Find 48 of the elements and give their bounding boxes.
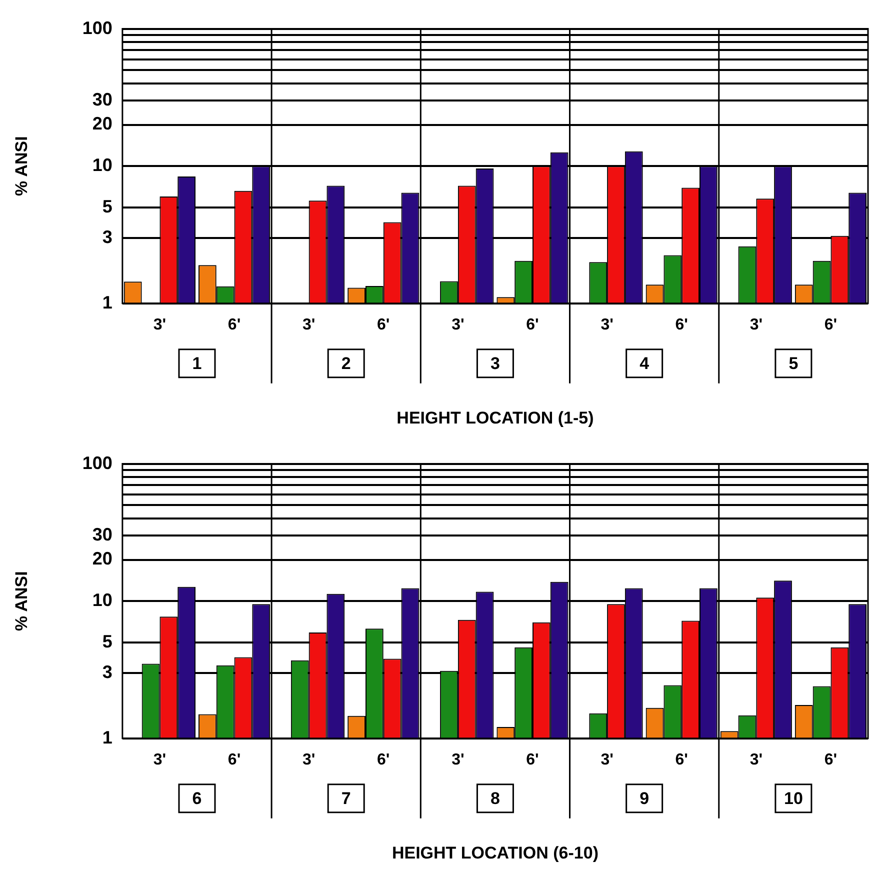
text: 3 (490, 354, 500, 374)
x-tick-label: 3' (750, 316, 763, 334)
text: 6 (192, 789, 202, 808)
x-tick-label: 3' (750, 751, 763, 768)
y-tick-label: 30 (92, 90, 112, 110)
x-tick-label: 6' (228, 316, 241, 334)
x-tick-label: 3' (452, 751, 464, 768)
y-axis-title: % ANSI (12, 571, 31, 632)
x-tick-label: 3' (153, 751, 166, 768)
x-tick-label: 6' (377, 751, 390, 768)
text: 7 (341, 789, 351, 808)
x-tick-label: 6' (824, 316, 838, 334)
y-tick-label: 30 (92, 524, 112, 545)
x-tick-label: 3' (600, 316, 614, 334)
y-tick-label: 20 (92, 114, 112, 134)
text: 2 (341, 354, 351, 374)
x-tick-label: 3' (302, 316, 316, 334)
x-tick-label: 6' (526, 316, 539, 334)
x-axis-title: HEIGHT LOCATION (6-10) (392, 843, 598, 862)
y-tick-label: 10 (92, 590, 112, 610)
text: 4 (640, 354, 650, 374)
y-tick-label: 100 (82, 452, 112, 473)
x-tick-label: 3' (600, 751, 614, 768)
x-tick-label: 6' (675, 316, 688, 334)
text: 8 (490, 789, 500, 808)
x-tick-label: 6' (675, 751, 688, 768)
x-tick-label: 3' (153, 316, 166, 334)
y-tick-label: 5 (102, 196, 112, 216)
x-tick-label: 6' (377, 316, 390, 334)
y-tick-label: 1 (102, 292, 112, 312)
x-tick-label: 6' (824, 751, 838, 768)
y-tick-label: 100 (82, 18, 112, 38)
y-tick-label: 5 (102, 631, 112, 652)
y-tick-label: 20 (92, 548, 112, 569)
x-tick-label: 3' (452, 316, 464, 334)
text: 5 (788, 354, 798, 374)
y-tick-label: 1 (102, 727, 112, 748)
y-tick-label: 3 (102, 226, 112, 247)
y-axis-title: % ANSI (12, 136, 31, 196)
x-tick-label: 6' (526, 751, 539, 768)
y-tick-label: 10 (92, 155, 112, 176)
x-tick-label: 3' (302, 751, 316, 768)
text: 1 (192, 354, 202, 374)
x-axis-title: HEIGHT LOCATION (1-5) (396, 408, 594, 428)
y-tick-label: 3 (102, 662, 112, 682)
text: 9 (640, 789, 650, 808)
text: 10 (784, 789, 803, 808)
x-tick-label: 6' (228, 751, 241, 768)
